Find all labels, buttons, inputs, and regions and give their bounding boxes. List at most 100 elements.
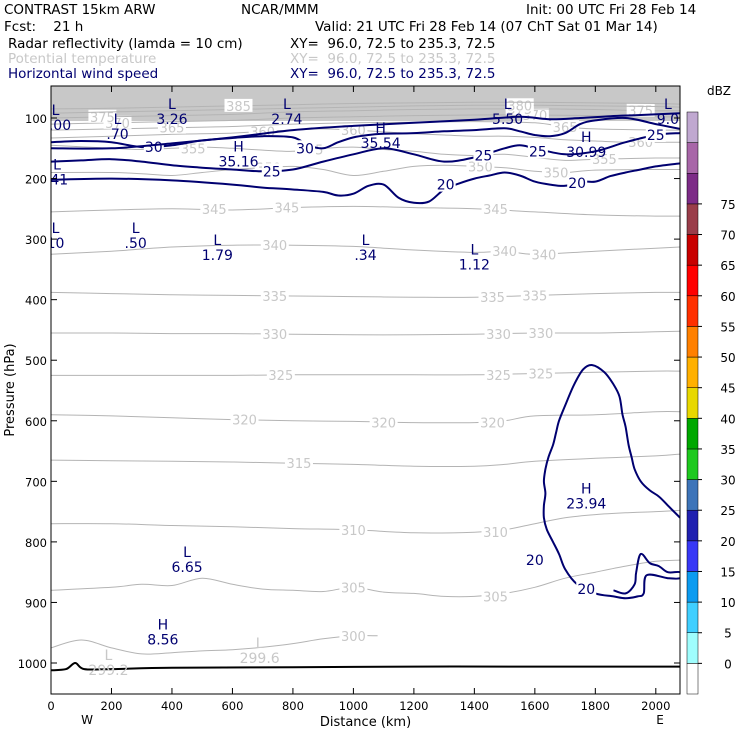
theta-label-bg (526, 366, 555, 380)
extremum-value: 30.99 (566, 145, 606, 161)
extremum-value: 35.54 (361, 136, 401, 152)
wind-label-bg (435, 176, 456, 192)
colorbar-label: 65 (720, 259, 735, 273)
wind-contour-label: 25 (647, 128, 665, 144)
x-tick-label: 0 (47, 699, 54, 713)
theta-label-bg (490, 244, 519, 258)
extremum-value: 1.12 (459, 257, 490, 273)
theta-contour-label: 320 (232, 414, 257, 429)
direction-west: W (81, 713, 93, 727)
theta-label-bg (505, 98, 534, 112)
theta-label-bg (284, 456, 313, 470)
theta-contour-label: 365 (553, 121, 578, 136)
theta-contour-label: 335 (522, 289, 547, 304)
extremum-symbol: L (52, 221, 60, 237)
theta-contour-label: 330 (262, 328, 287, 343)
x-tick-label: 400 (161, 699, 183, 713)
theta-contour-label: 340 (532, 248, 557, 263)
theta-contour-350 (51, 164, 680, 177)
colorbar-swatch (686, 234, 699, 266)
wind-contour-25 (51, 132, 680, 173)
field2-xy: XY= 96.0, 72.5 to 235.3, 72.5 (290, 51, 496, 67)
colorbar-swatch (686, 111, 699, 143)
theta-label-bg (272, 200, 301, 214)
extremum-value: 2.74 (271, 112, 302, 128)
theta-contour-label: 350 (468, 160, 493, 175)
x-tick-label: 800 (282, 699, 304, 713)
wind-label-bg (567, 174, 588, 190)
theta-contour-label: 380 (507, 99, 532, 114)
wind-label-bg (645, 126, 666, 142)
colorbar-label: 35 (720, 443, 735, 457)
theta-contour-label: 375 (90, 111, 115, 126)
wind-label-bg (524, 552, 545, 568)
extremum-symbol: L (114, 112, 122, 128)
theta-contour-label: 305 (483, 590, 508, 605)
theta-contour-320 (51, 410, 680, 424)
wind-label-bg (576, 581, 597, 597)
theta-label-bg (481, 589, 510, 603)
theta-label-bg (520, 288, 549, 302)
model-title: CONTRAST 15km ARW (4, 2, 156, 18)
colorbar-label: 25 (720, 504, 735, 518)
x-tick-label: 1600 (520, 699, 549, 713)
wind-contour-label: 20 (526, 553, 544, 569)
organization-label: NCAR/MMM (241, 2, 319, 18)
theta-label-bg (260, 238, 289, 252)
colorbar-swatch (686, 540, 699, 572)
theta-contour-380 (51, 104, 680, 114)
theta-contour-label: 340 (492, 245, 517, 260)
extremum-value: .34 (354, 248, 376, 264)
colorbar-swatch (686, 601, 699, 633)
colorbar-label: 10 (720, 596, 735, 610)
colorbar-swatch (686, 264, 699, 297)
extremum-value: 299.6 (240, 651, 280, 667)
colorbar-swatch (686, 509, 699, 542)
theta-contour-label: 335 (480, 291, 505, 306)
theta-contour-label: 345 (202, 203, 227, 218)
extremum-value: 1.79 (202, 248, 233, 264)
x-tick-label: 1000 (339, 699, 368, 713)
theta-contour-label: 345 (274, 202, 299, 217)
extremum-symbol: L (52, 103, 60, 119)
extremum-value: 10 (47, 236, 65, 252)
wind-contour-label: 30 (296, 141, 314, 157)
extremum-value: .41 (46, 172, 68, 188)
extremum-value: 6.65 (171, 560, 202, 576)
wind-contour-label: 25 (263, 164, 281, 180)
theta-contour-label: 315 (287, 457, 312, 472)
colorbar-swatch (686, 663, 699, 695)
theta-contour-340 (51, 244, 680, 255)
extremum-symbol: H (581, 130, 592, 146)
extremum-symbol: H (158, 618, 169, 634)
colorbar-label: 0 (724, 657, 732, 671)
colorbar-label: 70 (720, 229, 735, 243)
extremum-value: 299.2 (88, 663, 128, 679)
extremum-value: 23.94 (566, 496, 606, 512)
y-tick-label: 100 (25, 112, 47, 126)
colorbar-swatch (686, 142, 699, 174)
theta-contour-label: 365 (160, 122, 185, 137)
colorbar-swatch (686, 173, 699, 205)
theta-label-bg (179, 141, 208, 155)
theta-contour-label: 320 (480, 417, 505, 432)
colorbar-swatch (686, 356, 699, 388)
extremum-symbol: L (105, 648, 113, 664)
y-tick-label: 900 (25, 596, 47, 610)
wind-contour-label: 25 (475, 149, 493, 165)
colorbar-swatch (686, 387, 699, 419)
theta-contour-325 (51, 370, 680, 376)
x-tick-label: 1400 (460, 699, 489, 713)
theta-contour-label: 310 (341, 524, 366, 539)
x-tick-label: 200 (101, 699, 123, 713)
theta-contour-label: 320 (371, 417, 396, 432)
field3-name: Horizontal wind speed (8, 66, 159, 82)
y-axis-title: Pressure (hPa) (3, 343, 18, 436)
theta-contour-label: 355 (592, 153, 617, 168)
valid-time: Valid: 21 UTC Fri 28 Feb 14 (07 ChT Sat … (315, 19, 658, 35)
extremum-symbol: H (375, 121, 386, 137)
colorbar-unit: dBZ (707, 84, 731, 98)
wind-label-bg (473, 147, 494, 163)
theta-contour-315 (51, 453, 680, 467)
theta-contour-385 (51, 101, 680, 110)
